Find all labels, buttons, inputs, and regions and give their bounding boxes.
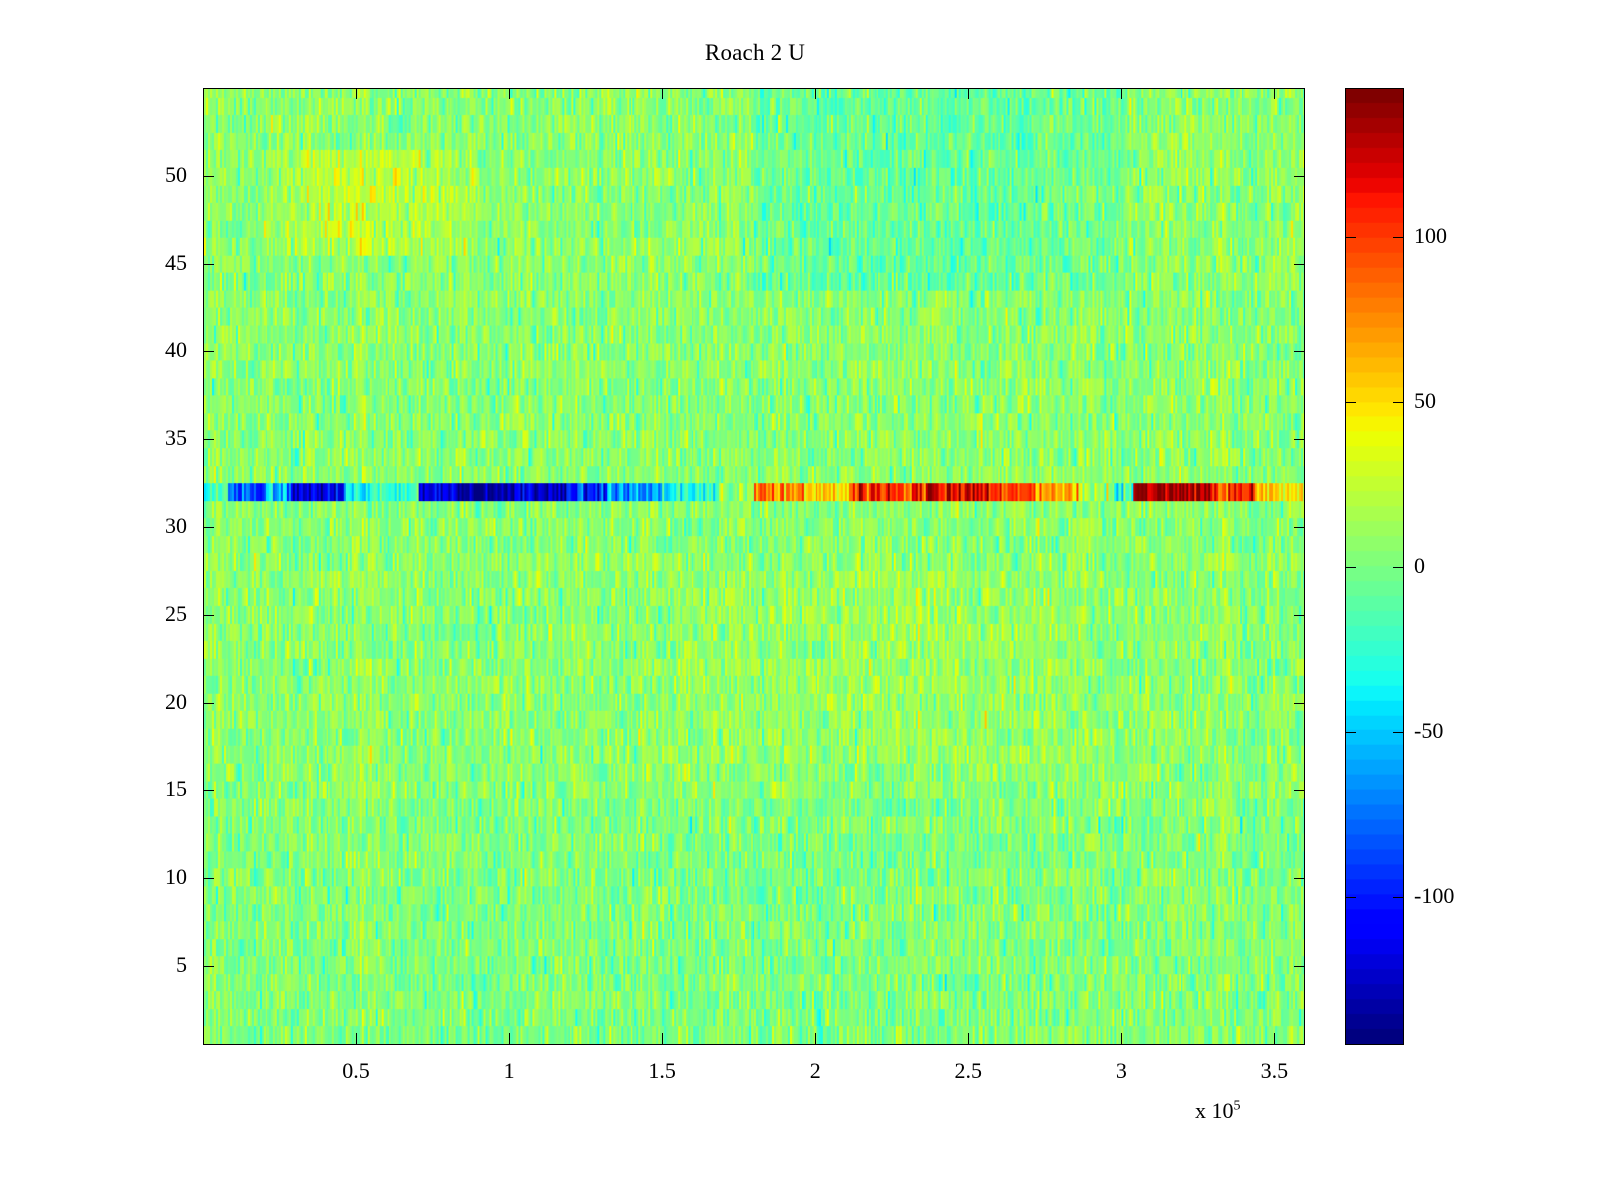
colorbar-tick-mark	[1393, 236, 1404, 238]
colorbar-tick-mark	[1393, 896, 1404, 898]
colorbar-tick-label: -100	[1414, 882, 1455, 908]
x-tick-label: 3.5	[1260, 1058, 1289, 1083]
x-axis-exponent-power: 5	[1233, 1098, 1241, 1114]
colorbar-tick-label: -50	[1414, 717, 1444, 743]
x-tick-mark	[968, 88, 970, 99]
y-tick-mark	[203, 965, 214, 967]
y-tick-mark	[203, 351, 214, 353]
y-tick-label: 35	[165, 425, 187, 451]
colorbar-tick-mark	[1345, 236, 1356, 238]
colorbar-tick-label: 100	[1414, 222, 1447, 248]
colorbar-tick-label: 50	[1414, 387, 1436, 413]
colorbar-tick-label: 0	[1414, 552, 1425, 578]
y-tick-label: 40	[165, 337, 187, 363]
y-tick-label: 30	[165, 512, 187, 538]
y-tick-label: 25	[165, 600, 187, 626]
y-tick-mark	[1294, 175, 1305, 177]
x-tick-mark	[662, 88, 664, 99]
y-tick-label: 20	[165, 688, 187, 714]
x-tick-mark	[815, 1033, 817, 1044]
x-axis-exponent-label: x 105	[1195, 1098, 1241, 1124]
x-tick-mark	[968, 1033, 970, 1044]
colorbar-tick-mark	[1393, 566, 1404, 568]
x-tick-mark	[509, 88, 511, 99]
y-tick-mark	[203, 702, 214, 704]
x-tick-label: 2.5	[954, 1058, 983, 1083]
y-tick-label: 45	[165, 249, 187, 275]
colorbar-tick-mark	[1345, 401, 1356, 403]
x-tick-mark	[356, 1033, 358, 1044]
y-tick-mark	[1294, 614, 1305, 616]
x-axis-exponent-base: x 10	[1195, 1098, 1234, 1123]
x-tick-mark	[1274, 1033, 1276, 1044]
y-tick-label: 50	[165, 161, 187, 187]
x-tick-label: 3	[1115, 1058, 1127, 1083]
x-tick-label: 2	[809, 1058, 821, 1083]
y-tick-mark	[203, 614, 214, 616]
y-tick-mark	[1294, 790, 1305, 792]
heatmap-canvas	[204, 89, 1304, 1044]
y-tick-mark	[1294, 263, 1305, 265]
heatmap-plot-area[interactable]	[203, 88, 1305, 1045]
x-tick-mark	[1121, 1033, 1123, 1044]
chart-title: Roach 2 U	[704, 40, 806, 65]
y-tick-mark	[203, 439, 214, 441]
x-tick-mark	[509, 1033, 511, 1044]
colorbar-tick-mark	[1345, 896, 1356, 898]
x-tick-mark	[356, 88, 358, 99]
y-tick-mark	[1294, 526, 1305, 528]
x-tick-label: 1.5	[648, 1058, 676, 1083]
x-tick-label: 0.5	[342, 1058, 370, 1083]
y-tick-mark	[203, 526, 214, 528]
y-tick-label: 15	[165, 776, 187, 802]
y-tick-mark	[1294, 965, 1305, 967]
y-tick-mark	[1294, 351, 1305, 353]
y-tick-mark	[203, 790, 214, 792]
colorbar-tick-mark	[1393, 731, 1404, 733]
y-tick-mark	[203, 263, 214, 265]
y-tick-label: 5	[176, 951, 187, 977]
y-tick-mark	[1294, 702, 1305, 704]
y-tick-mark	[203, 175, 214, 177]
x-tick-label: 1	[503, 1058, 515, 1083]
y-tick-mark	[1294, 878, 1305, 880]
y-tick-mark	[1294, 439, 1305, 441]
x-tick-mark	[815, 88, 817, 99]
x-tick-mark	[1121, 88, 1123, 99]
colorbar-tick-mark	[1345, 731, 1356, 733]
x-tick-mark	[662, 1033, 664, 1044]
y-tick-mark	[203, 878, 214, 880]
x-tick-mark	[1274, 88, 1276, 99]
colorbar-tick-mark	[1345, 566, 1356, 568]
colorbar-tick-mark	[1393, 401, 1404, 403]
y-tick-label: 10	[165, 864, 187, 890]
